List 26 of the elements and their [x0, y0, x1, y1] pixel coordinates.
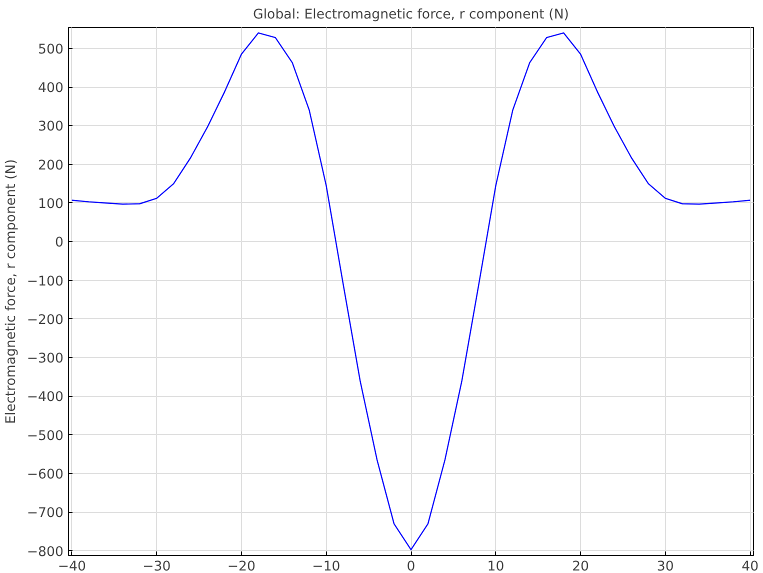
x-tick-label: 30 [656, 560, 674, 573]
y-tick-label: −300 [26, 352, 64, 367]
x-tick-label: −10 [312, 560, 340, 573]
y-tick-label: 500 [38, 42, 64, 58]
y-tick-label: −600 [26, 468, 64, 483]
y-tick-label: 400 [38, 81, 64, 96]
y-tick-label: 300 [38, 120, 64, 135]
x-tick-label: −30 [142, 560, 171, 573]
y-tick-label: −400 [26, 390, 64, 406]
x-tick-label: −20 [227, 560, 256, 573]
x-tick-label: 40 [742, 560, 759, 573]
x-tick-label: 0 [406, 560, 416, 573]
line-series [71, 32, 751, 550]
y-axis-title: Electromagnetic force, r component (N) [4, 159, 19, 424]
chart-title: Global: Electromagnetic force, r component (N) [253, 8, 569, 22]
x-tick-label: 10 [487, 560, 504, 573]
y-tick-label: 100 [38, 196, 64, 212]
y-tick-label: −100 [26, 274, 64, 290]
y-tick-label: 0 [55, 236, 64, 251]
x-tick-label: −40 [58, 560, 86, 573]
y-tick-label: −800 [26, 544, 64, 560]
x-tick-label: 20 [572, 560, 590, 573]
y-tick-label: −700 [26, 506, 64, 522]
y-tick-label: −500 [26, 428, 64, 444]
y-tick-label: −200 [26, 312, 64, 328]
y-tick-label: 200 [38, 158, 64, 174]
